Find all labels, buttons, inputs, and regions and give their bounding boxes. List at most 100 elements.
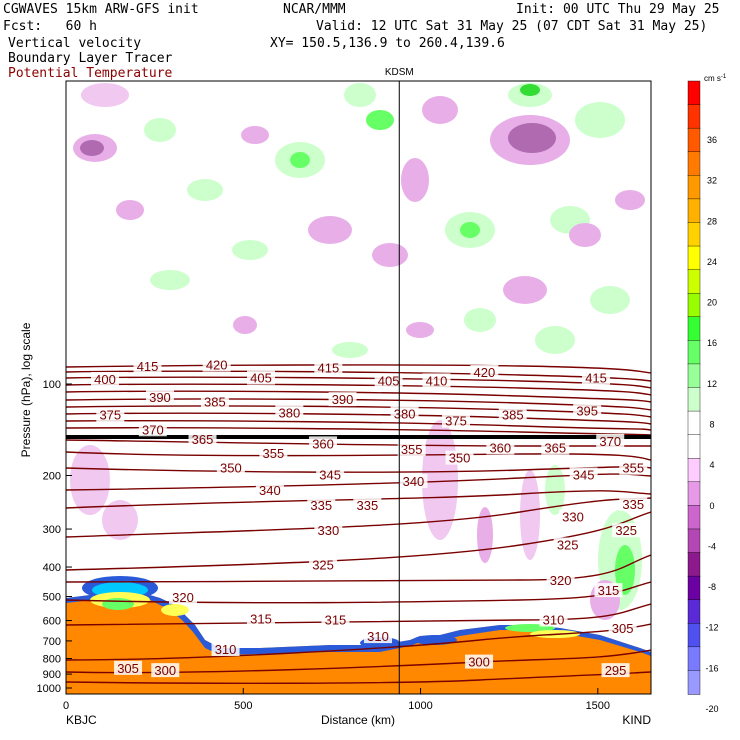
theta-label: 350 [220, 461, 242, 476]
theta-label-bg [399, 473, 428, 488]
theta-label: 340 [259, 483, 281, 498]
plot-area [66, 81, 651, 694]
theta-label: 355 [263, 446, 285, 461]
theta-label: 330 [318, 523, 340, 538]
colorbar-swatch [687, 269, 701, 294]
init-time: Init: 00 UTC Thu 29 May 25 [516, 2, 720, 17]
theta-label: 335 [622, 497, 644, 512]
colorbar-swatch [687, 458, 701, 483]
colorbar-label: 20 [707, 298, 717, 308]
theta-label: 375 [99, 408, 121, 423]
colorbar [687, 80, 701, 695]
theta-label: 305 [612, 621, 634, 636]
colorbar-label: 8 [709, 420, 714, 430]
theta-label: 325 [615, 523, 637, 538]
colorbar-swatch [687, 623, 701, 648]
y-tick-label: 600 [43, 616, 61, 628]
right-endpoint-label: KIND [622, 713, 651, 727]
theta-label-bg [145, 389, 174, 404]
colorbar-label: -12 [705, 623, 718, 633]
theta-label-bg [321, 612, 350, 627]
forecast-hour: Fcst: 60 h [3, 19, 97, 34]
x-axis-title: Distance (km) [321, 713, 395, 727]
x-axis: 0 500 1000 1500 [63, 688, 610, 712]
theta-label-bg [619, 496, 648, 511]
y-axis: 100 200 300 400 500 600 700 800 900 1000 [37, 379, 72, 695]
theta-label: 395 [576, 403, 598, 418]
x-tick-label: 1500 [586, 700, 610, 712]
colorbar-label: 16 [707, 338, 717, 348]
theta-label-bg [328, 392, 357, 407]
colorbar-swatch [687, 410, 701, 436]
colorbar-swatch [687, 575, 701, 601]
theta-label: 345 [573, 468, 595, 483]
theta-label: 305 [117, 661, 139, 676]
theta-label-bg [364, 629, 392, 644]
colorbar-swatch [687, 387, 701, 412]
theta-label-bg [612, 523, 641, 538]
theta-label: 415 [137, 359, 159, 374]
theta-label-bg [188, 432, 217, 447]
colorbar-swatch [687, 222, 701, 247]
field-boundary-layer-tracer: Boundary Layer Tracer [8, 51, 173, 66]
colorbar-swatch [687, 646, 701, 672]
theta-label: 300 [468, 655, 490, 670]
theta-label-bg [96, 407, 125, 422]
theta-label: 365 [192, 432, 214, 447]
theta-label: 405 [250, 371, 272, 386]
colorbar-swatch [687, 670, 701, 695]
theta-label: 365 [544, 441, 566, 456]
station-label: KDSM [385, 67, 414, 78]
theta-label-group: 415 420 415 420 415 400 405 405 410 390 385 390 395 3… [91, 357, 648, 678]
x-tick-label: 1000 [408, 700, 432, 712]
theta-label: 370 [142, 422, 164, 437]
theta-label: 315 [598, 583, 620, 598]
theta-label: 385 [204, 394, 226, 409]
theta-label-bg [486, 440, 515, 455]
theta-label-bg [397, 442, 426, 457]
theta-label-bg [169, 589, 197, 604]
theta-label-bg [619, 460, 648, 475]
theta-label: 345 [319, 468, 341, 483]
theta-label-bg [314, 523, 343, 538]
theta-label-bg [498, 407, 527, 422]
colorbar-swatch [687, 104, 701, 129]
theta-label-bg [353, 498, 382, 513]
colorbar-swatch [687, 552, 701, 577]
y-tick-label: 800 [43, 654, 61, 666]
y-tick-label: 200 [43, 471, 61, 483]
colorbar-swatch [687, 363, 701, 389]
colorbar-label: 0 [709, 501, 714, 511]
theta-label-bg [307, 498, 336, 513]
theta-label: 315 [325, 613, 347, 628]
theta-label-bg [211, 642, 240, 657]
theta-label: 380 [279, 405, 301, 420]
theta-label: 420 [206, 358, 228, 373]
colorbar-swatch [687, 481, 701, 507]
theta-label-bg [601, 663, 630, 678]
theta-label-bg [465, 654, 494, 669]
plot-frame [65, 80, 652, 695]
theta-label: 420 [474, 365, 496, 380]
colorbar-swatch [687, 198, 701, 224]
colorbar-label: -8 [708, 582, 716, 592]
colorbar-label: 28 [707, 216, 717, 226]
y-tick-label: 1000 [37, 683, 61, 695]
theta-label-bg [442, 413, 470, 428]
colorbar-swatch [687, 340, 701, 365]
x-tick-label: 0 [63, 700, 69, 712]
theta-label: 325 [557, 538, 579, 553]
theta-label: 400 [94, 372, 116, 387]
org-label: NCAR/MMM [283, 2, 346, 17]
theta-label: 360 [489, 441, 511, 456]
theta-label: 310 [543, 613, 565, 628]
y-tick-label: 900 [43, 669, 61, 681]
colorbar-swatch [687, 127, 701, 153]
colorbar-swatch [687, 599, 701, 624]
shaded-fields: 415 420 415 420 415 400 405 405 410 390 385 390 395 3… [66, 81, 651, 694]
theta-label-bg [546, 573, 575, 588]
theta-label-bg [390, 406, 419, 421]
colorbar-swatch [687, 151, 701, 177]
theta-label-bg [138, 422, 167, 437]
theta-label: 320 [172, 590, 194, 605]
